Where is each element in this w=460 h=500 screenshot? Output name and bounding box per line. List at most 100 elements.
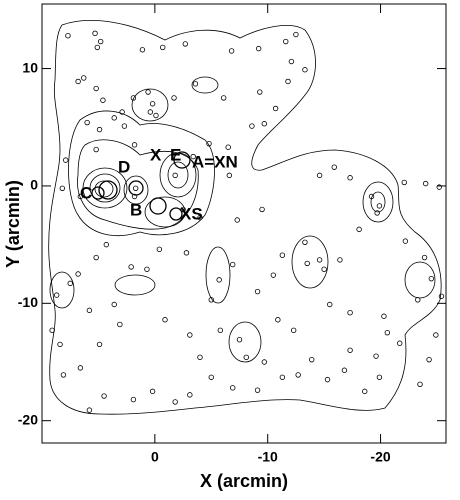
galaxy-point: [93, 254, 99, 261]
galaxy-point: [128, 264, 134, 270]
galaxy-point: [206, 140, 212, 147]
y-tick-label: -20: [18, 411, 38, 427]
galaxy-point: [208, 297, 214, 303]
galaxy-point: [228, 48, 235, 54]
galaxy-point: [272, 105, 279, 112]
galaxy-point: [162, 317, 168, 323]
galaxy-point: [285, 78, 291, 85]
galaxy-point: [156, 246, 163, 253]
annotation: X: [150, 145, 162, 164]
galaxy-point: [75, 78, 81, 85]
galaxy-point: [86, 407, 93, 413]
galaxy-point: [111, 301, 117, 308]
contour: [228, 321, 262, 363]
annotation: B: [130, 200, 142, 219]
galaxy-point: [230, 385, 236, 391]
galaxy-point: [111, 115, 117, 121]
galaxy-point: [374, 210, 380, 216]
galaxy-point: [337, 257, 343, 263]
galaxy-point: [426, 356, 432, 363]
galaxy-point: [92, 30, 98, 37]
galaxy-point: [86, 307, 93, 314]
galaxy-point: [144, 266, 150, 272]
galaxy-point: [261, 359, 268, 365]
galaxy-point: [257, 89, 263, 95]
group-circle: [91, 186, 105, 200]
galaxy-point: [172, 399, 178, 405]
galaxy-point: [347, 310, 353, 316]
galaxy-point: [283, 38, 289, 45]
galaxy-point: [254, 387, 261, 393]
galaxy-point: [190, 153, 196, 160]
galaxy-point: [57, 341, 63, 348]
galaxy-point: [347, 347, 353, 353]
contour: [404, 261, 436, 299]
contour: [131, 88, 169, 122]
galaxy-point: [220, 95, 227, 101]
galaxy-point: [172, 172, 178, 179]
y-tick-label: 10: [22, 59, 38, 75]
annotation: D: [118, 157, 130, 176]
galaxy-point: [316, 257, 323, 263]
galaxy-point: [96, 341, 103, 348]
galaxy-point: [327, 301, 333, 308]
galaxy-point: [321, 266, 327, 272]
galaxy-point: [97, 38, 104, 45]
galaxy-point: [121, 123, 128, 129]
galaxy-point: [436, 184, 442, 190]
galaxy-point: [187, 392, 193, 398]
galaxy-point: [101, 393, 107, 399]
galaxy-point: [368, 193, 375, 200]
contour: [68, 110, 215, 236]
galaxy-point: [183, 250, 190, 256]
contour: [167, 161, 189, 189]
annotation: C: [80, 183, 92, 202]
contour: [362, 181, 394, 223]
galaxy-point: [236, 337, 243, 343]
galaxy-point: [288, 58, 295, 65]
galaxy-point: [100, 97, 106, 103]
galaxy-point: [324, 376, 331, 383]
x-tick-label: -20: [370, 449, 390, 465]
galaxy-point: [130, 396, 137, 403]
contour: [291, 235, 329, 289]
galaxy-point: [270, 272, 277, 278]
galaxy-point: [171, 95, 177, 101]
galaxy-point: [96, 126, 103, 133]
galaxy-point: [93, 85, 99, 92]
galaxy-point: [225, 144, 231, 150]
galaxy-point: [261, 121, 268, 127]
galaxy-point: [438, 293, 445, 299]
galaxy-point: [331, 164, 337, 170]
galaxy-point: [94, 44, 100, 51]
galaxy-point: [75, 271, 81, 277]
galaxy-point: [421, 254, 428, 261]
galaxy-point: [279, 252, 286, 258]
contour: [114, 274, 156, 296]
galaxy-point: [60, 372, 67, 378]
galaxy-point: [279, 374, 286, 380]
contour: [144, 196, 186, 228]
galaxy-point: [243, 354, 249, 361]
density-contours: [48, 20, 442, 415]
galaxy-point: [187, 332, 193, 338]
galaxy-point: [65, 32, 71, 39]
galaxy-point: [309, 356, 315, 363]
galaxy-point: [217, 327, 224, 334]
galaxy-point: [160, 44, 166, 51]
galaxy-point: [147, 109, 154, 115]
galaxy-point: [293, 31, 299, 38]
galaxy-point: [53, 292, 60, 298]
galaxy-point: [290, 327, 297, 334]
galaxy-point: [130, 95, 137, 101]
galaxy-point: [59, 185, 66, 191]
group-circle: [173, 151, 191, 169]
galaxy-point: [197, 354, 203, 361]
galaxy-point: [373, 353, 379, 359]
galaxy-point: [415, 297, 421, 303]
galaxy-point: [295, 372, 301, 378]
galaxy-point: [376, 374, 383, 380]
galaxy-point: [316, 172, 323, 179]
galaxy-point: [428, 275, 435, 282]
galaxy-point: [149, 101, 156, 107]
